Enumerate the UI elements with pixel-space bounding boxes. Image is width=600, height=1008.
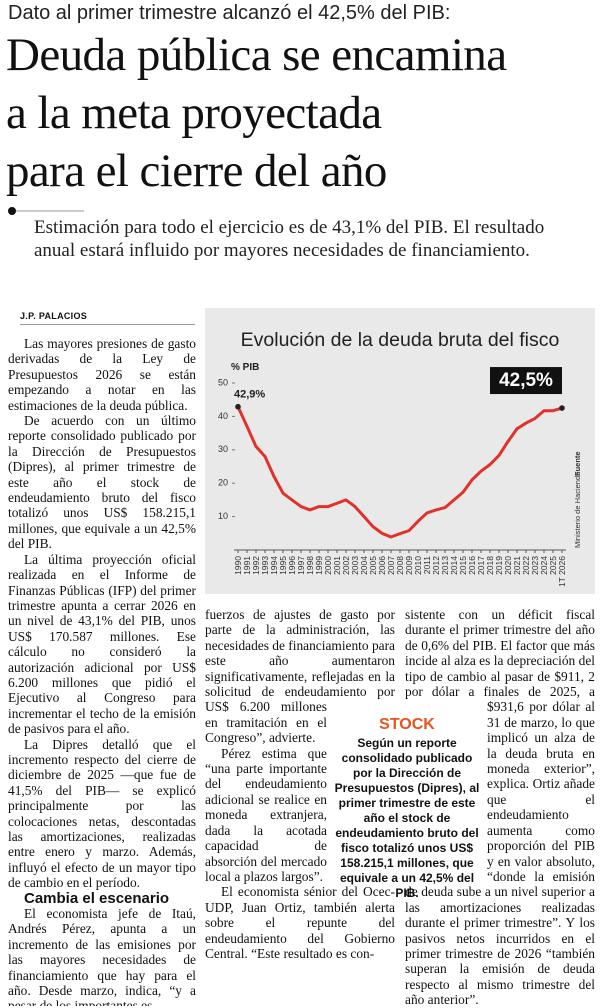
x-tick-label: 2011 xyxy=(422,556,432,575)
chart: Evolución de la deuda bruta del fisco % … xyxy=(205,308,595,594)
x-tick-label: 2003 xyxy=(350,556,360,575)
y-tick-label: 30 xyxy=(218,444,228,454)
x-tick-label: 1998 xyxy=(305,556,315,575)
x-tick-label: 2019 xyxy=(494,556,504,575)
column: sistente con un déficit fiscal durante e… xyxy=(405,607,595,1007)
x-tick-label: 1996 xyxy=(287,556,297,575)
x-tick-label: 2009 xyxy=(404,556,414,575)
value-label: 42,9% xyxy=(234,389,265,401)
paragraph: fuerzos de ajustes de gasto por parte de… xyxy=(205,607,395,746)
subhead: Cambia el escenario xyxy=(24,889,170,907)
separator xyxy=(8,207,84,215)
x-tick-label: 1993 xyxy=(260,556,270,575)
x-tick-label: 2007 xyxy=(386,556,396,575)
byline: J.P. PALACIOS xyxy=(20,311,195,325)
paragraph: De acuerdo con un último reporte consoli… xyxy=(8,413,196,552)
value-label: 42,5% xyxy=(499,370,553,391)
subheadline: Estimación para todo el ejercicio es de … xyxy=(34,217,545,261)
x-tick-label: 2024 xyxy=(539,556,549,575)
source-text: Ministerio de Hacienda xyxy=(573,471,582,548)
x-tick-label: 2001 xyxy=(332,556,342,575)
paragraph: Pérez estima que “una parte importante d… xyxy=(205,745,327,884)
x-tick-label: 2025 xyxy=(548,556,558,575)
y-tick-label: 40 xyxy=(218,411,228,421)
headline: para el cierre del año xyxy=(6,145,387,197)
y-tick-label: 10 xyxy=(218,511,228,521)
paragraph: sistente con un déficit fiscal durante e… xyxy=(405,607,595,1007)
x-tick-label: 1991 xyxy=(242,556,252,575)
x-tick-label: 2012 xyxy=(431,556,441,575)
x-tick-label: 2015 xyxy=(458,556,468,575)
x-tick-label: 2008 xyxy=(395,556,405,575)
y-tick-label: 50 xyxy=(218,377,228,387)
x-tick-label: 2020 xyxy=(503,556,513,575)
sidebar-label: STOCK xyxy=(379,716,435,733)
x-tick-label: 2000 xyxy=(323,556,333,575)
paragraph: El economista jefe de Itaú, Andrés Pérez… xyxy=(8,906,196,1006)
sidebar-text: Según un reporte consolidado publicado p… xyxy=(334,736,480,900)
headline: Deuda pública se encamina xyxy=(6,29,507,81)
x-tick-label: 1990 xyxy=(233,556,243,575)
x-tick-label: 2004 xyxy=(359,556,369,575)
paragraph: La Dipres detalló que el incremento resp… xyxy=(8,736,196,891)
sidebar: STOCK Según un reporte consolidado publi… xyxy=(332,716,482,900)
data-point xyxy=(559,405,565,411)
x-tick-label: 1999 xyxy=(314,556,324,575)
x-tick-label: 1994 xyxy=(269,556,279,575)
column: Las mayores presiones de gasto derivadas… xyxy=(8,336,196,1006)
x-tick-label: 2016 xyxy=(467,556,477,575)
x-tick-label: 1T 2026 xyxy=(557,556,567,587)
headline: a la meta proyectada xyxy=(6,87,382,139)
paragraph: Las mayores presiones de gasto derivadas… xyxy=(8,336,196,413)
column: fuerzos de ajustes de gasto por parte de… xyxy=(205,607,395,1007)
x-tick-label: 2021 xyxy=(512,556,522,575)
x-tick-label: 1997 xyxy=(296,556,306,575)
y-axis-label: % PIB xyxy=(231,362,259,373)
x-tick-label: 2005 xyxy=(368,556,378,575)
x-tick-label: 2023 xyxy=(530,556,540,575)
data-point xyxy=(235,403,241,410)
x-tick-label: 2022 xyxy=(521,556,531,575)
x-tick-label: 2014 xyxy=(449,556,459,575)
x-tick-label: 2013 xyxy=(440,556,450,575)
chart-title: Evolución de la deuda bruta del fisco xyxy=(241,329,560,351)
paragraph: El economista sénior del Ocec-UDP, Juan … xyxy=(205,884,395,961)
x-tick-label: 2006 xyxy=(377,556,387,575)
source-label: Fuente xyxy=(573,451,582,476)
x-tick-label: 2017 xyxy=(476,556,486,575)
y-tick-label: 20 xyxy=(218,478,228,488)
kicker: Dato al primer trimestre alcanzó el 42,5… xyxy=(8,2,451,24)
x-tick-label: 1995 xyxy=(278,556,288,575)
x-tick-label: 2002 xyxy=(341,556,351,575)
paragraph: La última proyección oficial realizada e… xyxy=(8,551,196,737)
x-tick-label: 2018 xyxy=(485,556,495,575)
x-tick-label: 1992 xyxy=(251,556,261,575)
x-tick-label: 2010 xyxy=(413,556,423,575)
data-line xyxy=(236,406,563,539)
value-label-box xyxy=(490,367,562,395)
